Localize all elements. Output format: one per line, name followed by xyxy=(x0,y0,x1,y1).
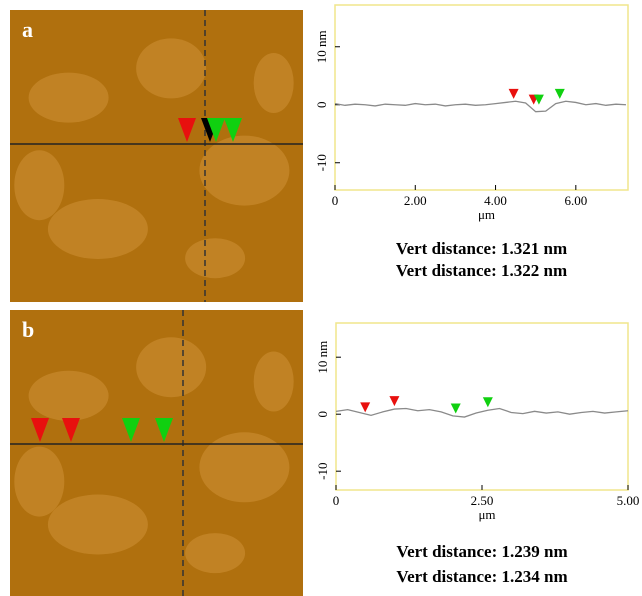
annotation: Vert distance: 1.322 nm xyxy=(396,261,567,280)
x-tick-label: 2.00 xyxy=(404,193,427,208)
profile-marker xyxy=(555,89,565,99)
profile-marker xyxy=(509,89,519,99)
afm-domain xyxy=(136,38,206,98)
figure: a10 nm0-1002.004.006.00μmVert distance: … xyxy=(0,0,642,596)
afm-domain xyxy=(199,136,289,206)
afm-domain xyxy=(48,495,148,555)
profile-marker xyxy=(483,397,493,407)
afm-domain xyxy=(14,150,64,220)
panel-label: b xyxy=(22,317,34,342)
y-tick-label: -10 xyxy=(314,154,329,171)
annotation: Vert distance: 1.321 nm xyxy=(396,239,567,258)
y-tick-label: 10 nm xyxy=(314,30,329,63)
y-tick-label: 10 nm xyxy=(315,341,330,374)
profile-marker xyxy=(360,402,370,412)
x-tick-label: 4.00 xyxy=(484,193,507,208)
afm-domain xyxy=(48,199,148,259)
panel-label: a xyxy=(22,17,33,42)
afm-domain xyxy=(136,337,206,397)
plot-frame xyxy=(335,5,628,190)
afm-domain xyxy=(29,73,109,123)
afm-domain xyxy=(185,238,245,278)
x-tick-label: 0 xyxy=(333,493,340,508)
x-axis-label: μm xyxy=(478,507,495,522)
profile-line xyxy=(336,408,628,417)
y-tick-label: 0 xyxy=(314,101,329,108)
afm-domain xyxy=(199,432,289,502)
y-tick-label: 0 xyxy=(315,411,330,418)
profile-line xyxy=(335,101,626,111)
plot-frame xyxy=(336,323,628,490)
profile-marker xyxy=(451,403,461,413)
y-tick-label: -10 xyxy=(315,463,330,480)
annotation: Vert distance: 1.234 nm xyxy=(396,567,567,586)
x-tick-label: 0 xyxy=(332,193,339,208)
x-tick-label: 6.00 xyxy=(564,193,587,208)
annotation: Vert distance: 1.239 nm xyxy=(396,542,567,561)
afm-domain xyxy=(14,447,64,517)
afm-domain xyxy=(254,352,294,412)
afm-domain xyxy=(254,53,294,113)
profile-marker xyxy=(389,396,399,406)
afm-domain xyxy=(185,533,245,573)
afm-domain xyxy=(29,371,109,421)
x-axis-label: μm xyxy=(478,207,495,222)
x-tick-label: 2.50 xyxy=(471,493,494,508)
x-tick-label: 5.00 xyxy=(617,493,640,508)
